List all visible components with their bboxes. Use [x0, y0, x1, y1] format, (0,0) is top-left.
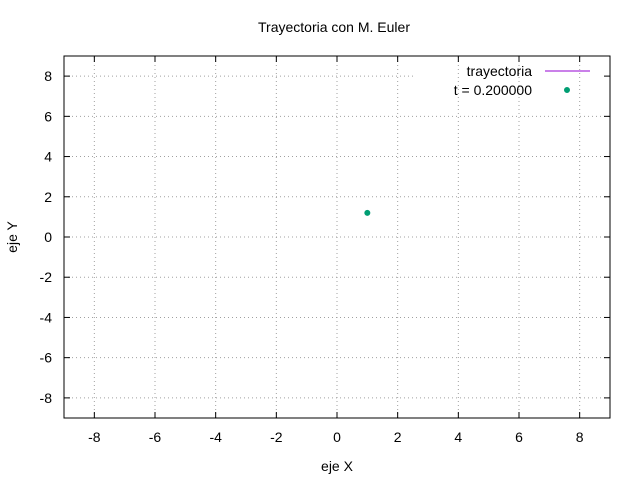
y-tick-label: -2	[40, 269, 53, 285]
chart-title: Trayectoria con M. Euler	[258, 19, 410, 35]
y-tick-label: 8	[44, 68, 52, 84]
y-tick-label: 2	[44, 189, 52, 205]
y-tick-label: 6	[44, 108, 52, 124]
y-axis-label: eje Y	[4, 221, 20, 253]
data-point	[364, 209, 371, 216]
y-tick-label: -6	[40, 350, 53, 366]
plot-frame	[63, 55, 611, 419]
y-tick-label: 4	[44, 149, 52, 165]
x-axis-label: eje X	[321, 458, 354, 474]
series-layer	[364, 209, 371, 216]
legend-label: trayectoria	[467, 63, 533, 79]
legend: trayectoria t = 0.200000	[454, 63, 590, 98]
legend-point-sample	[564, 87, 571, 94]
y-tick-label: -4	[40, 309, 53, 325]
y-tick-label: 0	[44, 229, 52, 245]
legend-label: t = 0.200000	[454, 82, 532, 98]
x-tick-label: 0	[333, 429, 341, 445]
grid-layer	[64, 56, 610, 418]
y-tick-label: -8	[40, 390, 53, 406]
x-tick-label: -8	[88, 429, 101, 445]
x-tick-label: 4	[454, 429, 462, 445]
x-tick-label: 6	[515, 429, 523, 445]
x-tick-label: -6	[149, 429, 162, 445]
x-tick-label: -4	[209, 429, 222, 445]
x-tick-label: 2	[394, 429, 402, 445]
x-tick-label: -2	[270, 429, 283, 445]
x-tick-label: 8	[576, 429, 584, 445]
ticks-layer: -8 -6 -4 -2 0 2 4 6 8 -8 -6 -4 -2 0 2 4 6 8	[40, 56, 610, 445]
